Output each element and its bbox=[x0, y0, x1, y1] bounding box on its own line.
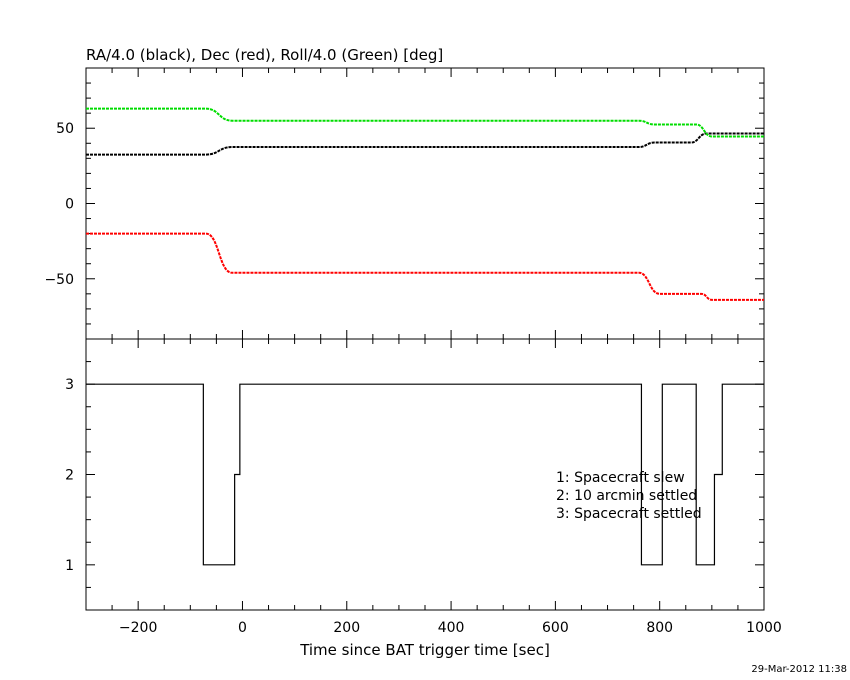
top-panel-title: RA/4.0 (black), Dec (red), Roll/4.0 (Gre… bbox=[86, 46, 443, 64]
series-line-2 bbox=[86, 107, 764, 138]
y-tick-label: 2 bbox=[65, 468, 74, 484]
legend-entry: 1: Spacecraft slew bbox=[556, 470, 685, 486]
x-tick-label: 800 bbox=[646, 620, 673, 636]
x-axis-label: Time since BAT trigger time [sec] bbox=[299, 641, 550, 659]
x-tick-label: 400 bbox=[438, 620, 465, 636]
y-tick-label: 0 bbox=[65, 197, 74, 213]
y-tick-label: 50 bbox=[56, 121, 74, 137]
top-panel: −50 0 50 bbox=[44, 67, 765, 340]
x-tick-label: 0 bbox=[238, 620, 247, 636]
series-line-0 bbox=[86, 132, 764, 156]
legend-entry: 2: 10 arcmin settled bbox=[556, 488, 697, 504]
y-tick-label: 1 bbox=[65, 558, 74, 574]
timestamp-label: 29-Mar-2012 11:38 bbox=[751, 664, 847, 675]
series-line-0 bbox=[86, 383, 764, 566]
series-line-1 bbox=[86, 232, 764, 301]
x-tick-label: 200 bbox=[333, 620, 360, 636]
x-tick-label: 1000 bbox=[746, 620, 782, 636]
x-tick-label: 600 bbox=[542, 620, 569, 636]
bottom-panel: −200 0 200 400 600 800 1000 1 2 3 1: Spacecraft sl… bbox=[65, 338, 782, 636]
legend-entry: 3: Spacecraft settled bbox=[556, 506, 702, 522]
y-tick-label: 3 bbox=[65, 377, 74, 393]
y-tick-label: −50 bbox=[44, 272, 74, 288]
x-tick-label: −200 bbox=[119, 620, 157, 636]
